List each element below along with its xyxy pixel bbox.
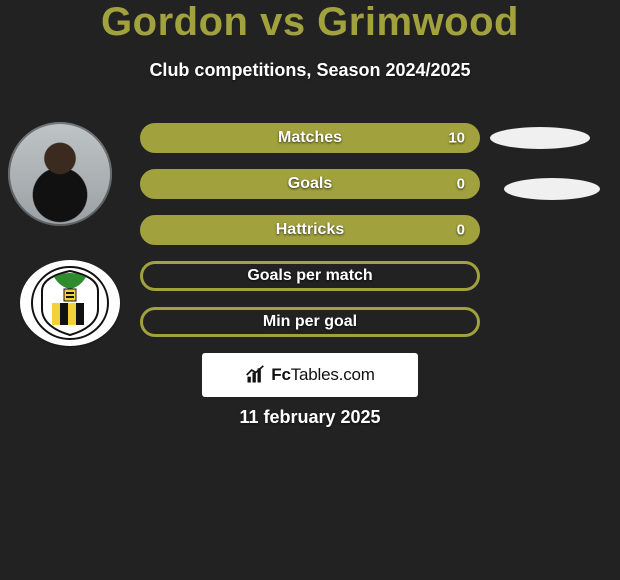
stat-label: Goals per match: [143, 267, 477, 285]
stat-row-goals: Goals 0: [140, 169, 480, 199]
crest-icon: [30, 265, 110, 341]
club-crest: [20, 260, 120, 346]
attribution-badge: FcTables.com: [202, 353, 418, 397]
attribution-text: FcTables.com: [271, 365, 374, 385]
bar-chart-icon: [245, 365, 265, 385]
stat-value: 10: [448, 130, 465, 147]
comparison-card: Gordon vs Grimwood Club competitions, Se…: [0, 0, 620, 580]
stat-row-min-per-goal: Min per goal: [140, 307, 480, 337]
stat-label: Matches: [143, 129, 477, 147]
generated-date: 11 february 2025: [0, 407, 620, 428]
stat-row-hattricks: Hattricks 0: [140, 215, 480, 245]
opponent-pill: [504, 178, 600, 200]
subtitle: Club competitions, Season 2024/2025: [0, 60, 620, 81]
page-title: Gordon vs Grimwood: [0, 0, 620, 45]
stat-label: Hattricks: [143, 221, 477, 239]
stat-row-goals-per-match: Goals per match: [140, 261, 480, 291]
stat-label: Goals: [143, 175, 477, 193]
opponent-pill: [490, 127, 590, 149]
stat-label: Min per goal: [143, 313, 477, 331]
stat-row-matches: Matches 10: [140, 123, 480, 153]
stat-value: 0: [457, 222, 465, 239]
stat-value: 0: [457, 176, 465, 193]
player-avatar: [8, 122, 112, 226]
